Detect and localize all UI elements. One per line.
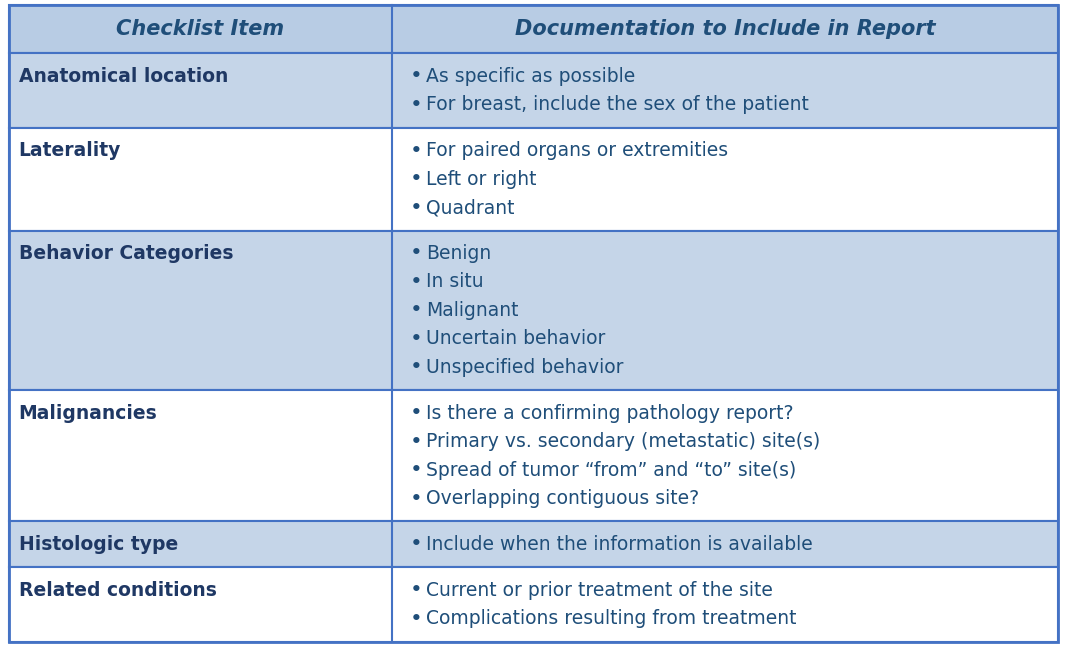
Text: Documentation to Include in Report: Documentation to Include in Report [514,19,936,39]
Text: Primary vs. secondary (metastatic) site(s): Primary vs. secondary (metastatic) site(… [426,432,821,451]
Text: As specific as possible: As specific as possible [426,67,635,86]
Text: Anatomical location: Anatomical location [18,67,228,86]
Bar [9,230,1058,390]
Text: Related conditions: Related conditions [18,581,217,600]
Text: Behavior Categories: Behavior Categories [18,244,233,263]
Text: Overlapping contiguous site?: Overlapping contiguous site? [426,489,699,508]
Text: Unspecified behavior: Unspecified behavior [426,358,623,377]
Text: •: • [410,197,423,217]
Text: •: • [410,432,423,452]
Text: •: • [410,94,423,115]
Text: •: • [410,329,423,349]
Text: •: • [410,403,423,423]
Text: In situ: In situ [426,272,483,291]
Text: Laterality: Laterality [18,141,121,160]
Text: •: • [410,140,423,160]
Text: •: • [410,534,423,554]
Text: Spread of tumor “from” and “to” site(s): Spread of tumor “from” and “to” site(s) [426,461,796,479]
Text: •: • [410,243,423,263]
Text: Is there a confirming pathology report?: Is there a confirming pathology report? [426,404,793,422]
Text: For paired organs or extremities: For paired organs or extremities [426,141,728,160]
Text: Histologic type: Histologic type [18,535,178,554]
Text: Malignancies: Malignancies [18,404,157,422]
Bar [9,5,1058,53]
Text: •: • [410,357,423,377]
Text: •: • [410,66,423,86]
Text: Left or right: Left or right [426,170,537,189]
Text: Malignant: Malignant [426,301,519,320]
Bar [9,521,1058,567]
Bar [9,127,1058,230]
Text: Current or prior treatment of the site: Current or prior treatment of the site [426,581,773,600]
Text: Complications resulting from treatment: Complications resulting from treatment [426,609,796,628]
Text: •: • [410,488,423,509]
Bar [9,567,1058,642]
Text: •: • [410,300,423,320]
Text: Checklist Item: Checklist Item [116,19,284,39]
Text: Include when the information is available: Include when the information is availabl… [426,535,812,554]
Text: •: • [410,460,423,480]
Text: •: • [410,169,423,189]
Bar [9,53,1058,127]
Text: For breast, include the sex of the patient: For breast, include the sex of the patie… [426,95,809,115]
Text: •: • [410,580,423,600]
Bar [9,390,1058,521]
Text: Uncertain behavior: Uncertain behavior [426,329,605,348]
Text: Benign: Benign [426,244,491,263]
Text: •: • [410,609,423,629]
Text: •: • [410,272,423,292]
Text: Quadrant: Quadrant [426,198,514,217]
